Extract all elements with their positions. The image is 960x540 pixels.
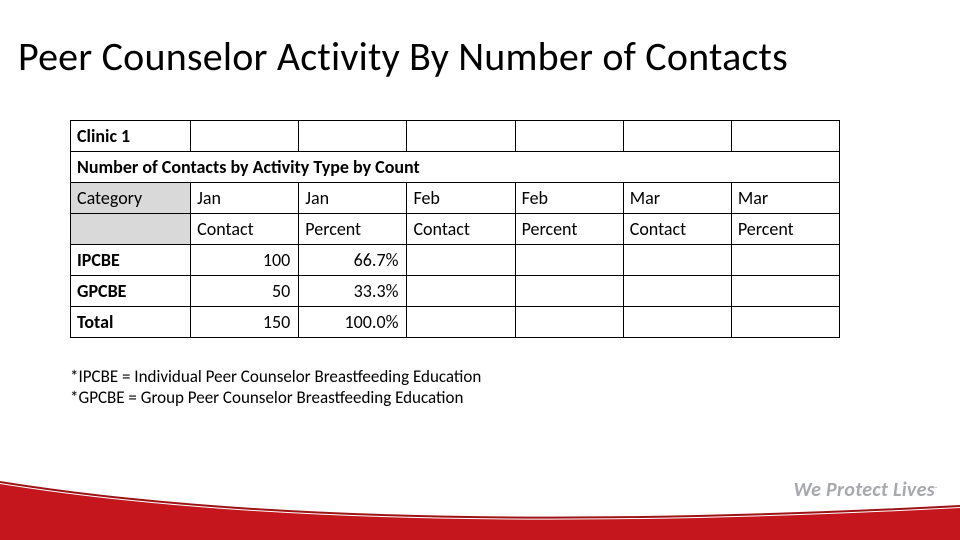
sub-header: Percent	[515, 214, 623, 245]
cell	[407, 307, 515, 338]
cell: 100.0%	[299, 307, 407, 338]
table-row: Category Jan Jan Feb Feb Mar Mar	[71, 183, 840, 214]
table-row: Total 150 100.0%	[71, 307, 840, 338]
table-row: Number of Contacts by Activity Type by C…	[71, 152, 840, 183]
cell	[515, 276, 623, 307]
sub-header: Percent	[731, 214, 839, 245]
cell	[515, 307, 623, 338]
cell	[623, 245, 731, 276]
table-row: Contact Percent Contact Percent Contact …	[71, 214, 840, 245]
category-header: Category	[71, 183, 191, 214]
contacts-table: Clinic 1 Number of Contacts by Activity …	[70, 120, 840, 338]
table-row: Clinic 1	[71, 121, 840, 152]
tagline: We Protect Lives.	[793, 478, 938, 502]
cell: 100	[191, 245, 299, 276]
row-label: IPCBE	[71, 245, 191, 276]
month-header: Mar	[623, 183, 731, 214]
cell	[623, 276, 731, 307]
month-header: Feb	[407, 183, 515, 214]
cell	[623, 307, 731, 338]
cell	[731, 245, 839, 276]
table-subtitle: Number of Contacts by Activity Type by C…	[71, 152, 840, 183]
total-label: Total	[71, 307, 191, 338]
cell	[515, 245, 623, 276]
cell: 50	[191, 276, 299, 307]
table-row: GPCBE 50 33.3%	[71, 276, 840, 307]
month-header: Jan	[191, 183, 299, 214]
row-label: GPCBE	[71, 276, 191, 307]
month-header: Mar	[731, 183, 839, 214]
cell	[407, 276, 515, 307]
cell	[407, 245, 515, 276]
sub-header: Percent	[299, 214, 407, 245]
month-header: Feb	[515, 183, 623, 214]
sub-header: Contact	[191, 214, 299, 245]
clinic-label: Clinic 1	[71, 121, 191, 152]
sub-header: Contact	[407, 214, 515, 245]
footnotes: *IPCBE = Individual Peer Counselor Breas…	[70, 366, 481, 409]
footnote-line: *GPCBE = Group Peer Counselor Breastfeed…	[70, 387, 481, 408]
cell: 66.7%	[299, 245, 407, 276]
footnote-line: *IPCBE = Individual Peer Counselor Breas…	[70, 366, 481, 387]
cell: 150	[191, 307, 299, 338]
footer-swoosh: We Protect Lives.	[0, 464, 960, 540]
cell: 33.3%	[299, 276, 407, 307]
page-title: Peer Counselor Activity By Number of Con…	[18, 32, 788, 81]
month-header: Jan	[299, 183, 407, 214]
cell	[731, 276, 839, 307]
cell	[731, 307, 839, 338]
table-row: IPCBE 100 66.7%	[71, 245, 840, 276]
sub-header: Contact	[623, 214, 731, 245]
